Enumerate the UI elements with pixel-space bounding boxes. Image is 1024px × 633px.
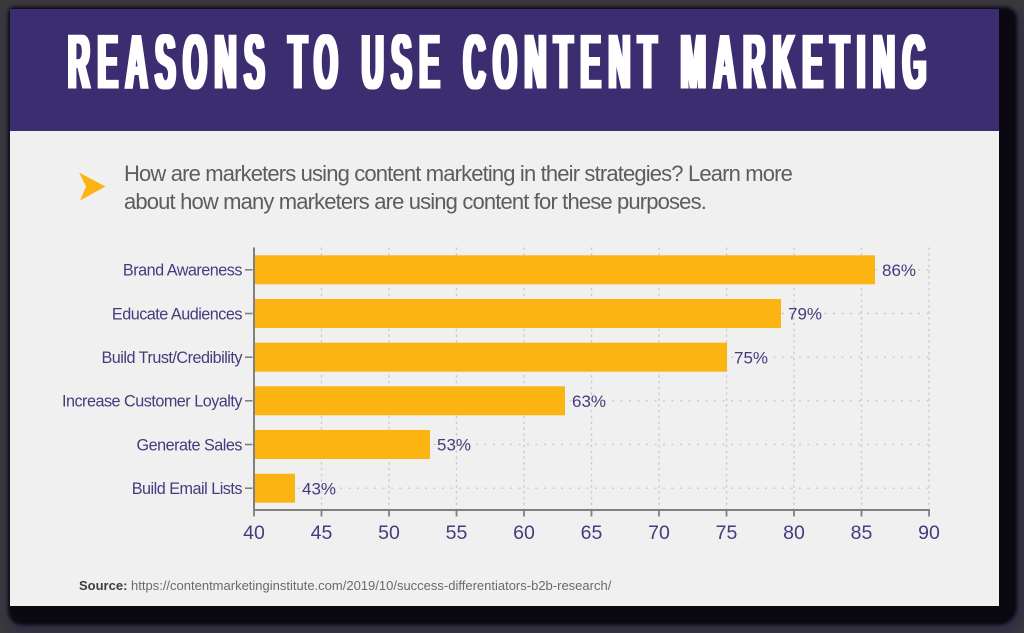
svg-text:53%: 53% xyxy=(437,436,471,455)
svg-text:REASONS TO USE CONTENT MARKETI: REASONS TO USE CONTENT MARKETING xyxy=(68,18,934,106)
svg-text:63%: 63% xyxy=(572,392,606,411)
svg-text:70: 70 xyxy=(648,522,670,544)
svg-text:45: 45 xyxy=(311,522,333,544)
svg-text:Educate Audiences: Educate Audiences xyxy=(112,305,243,323)
svg-text:43%: 43% xyxy=(302,479,336,498)
svg-text:Generate Sales: Generate Sales xyxy=(137,436,243,454)
svg-text:55: 55 xyxy=(446,522,468,544)
svg-text:75%: 75% xyxy=(734,348,768,367)
svg-text:Build Trust/Credibility: Build Trust/Credibility xyxy=(101,349,243,367)
svg-text:90: 90 xyxy=(918,522,940,544)
svg-text:60: 60 xyxy=(513,522,535,544)
svg-text:40: 40 xyxy=(243,522,265,544)
svg-text:85: 85 xyxy=(851,522,873,544)
svg-text:80: 80 xyxy=(783,522,805,544)
svg-text:Brand Awareness: Brand Awareness xyxy=(123,262,242,280)
svg-text:Increase Customer Loyalty: Increase Customer Loyalty xyxy=(62,393,243,411)
svg-text:75: 75 xyxy=(716,522,738,544)
svg-text:65: 65 xyxy=(581,522,603,544)
svg-text:50: 50 xyxy=(378,522,400,544)
svg-text:79%: 79% xyxy=(788,305,822,324)
svg-text:Build Email Lists: Build Email Lists xyxy=(132,480,243,498)
svg-text:86%: 86% xyxy=(882,261,916,280)
